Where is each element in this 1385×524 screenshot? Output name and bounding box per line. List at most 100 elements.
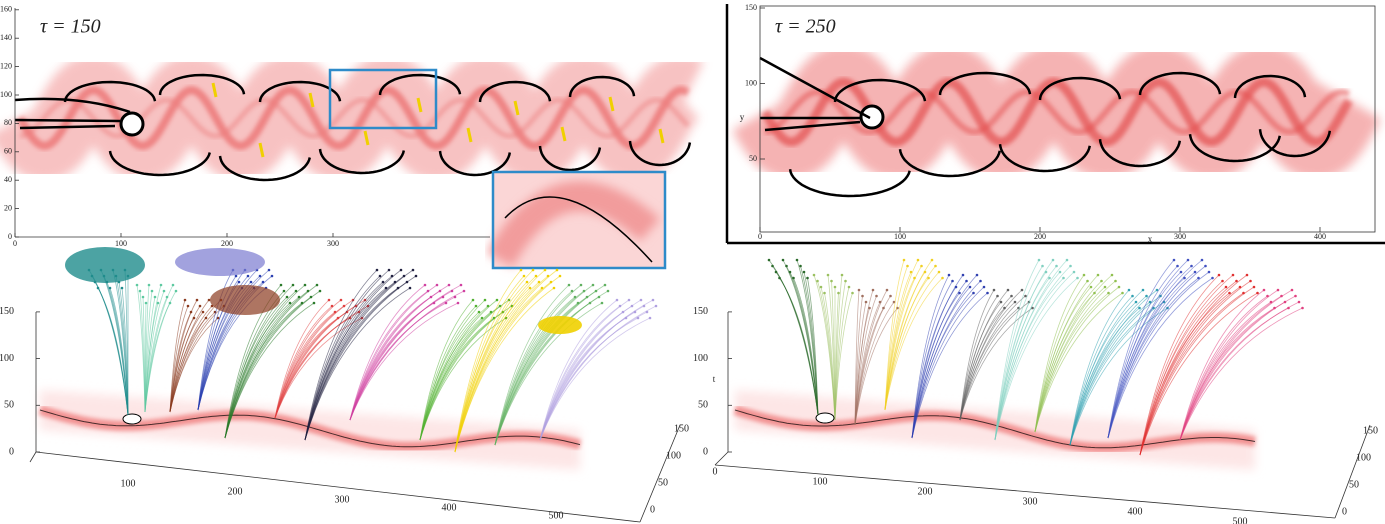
pathline-end bbox=[941, 277, 944, 280]
z-tick-label: 150 bbox=[0, 306, 14, 317]
figure: τ = 150 τ = 250 x y t 010020030002040608… bbox=[0, 0, 1385, 524]
y-tick-label: 40 bbox=[4, 175, 12, 184]
pathline-end bbox=[1038, 259, 1041, 262]
x-tick-label: 300 bbox=[1174, 232, 1186, 241]
pathline-end bbox=[1086, 280, 1089, 283]
pathline bbox=[783, 260, 818, 415]
pathline-end bbox=[556, 269, 559, 272]
pathline-end bbox=[139, 290, 142, 293]
pathline-end bbox=[917, 259, 920, 262]
x-tick-label: 500 bbox=[1233, 516, 1248, 524]
pathline-end bbox=[806, 277, 809, 280]
pathline-end bbox=[1294, 295, 1297, 298]
particle-cloud bbox=[538, 316, 582, 334]
pathline-end bbox=[1208, 271, 1211, 274]
pathline-end bbox=[184, 299, 187, 302]
pathline-end bbox=[607, 290, 610, 293]
pathline-end bbox=[816, 280, 819, 283]
y-tick-label: 0 bbox=[8, 232, 12, 241]
pathline-end bbox=[142, 296, 145, 299]
y-tick-label: 50 bbox=[658, 477, 668, 488]
pathline-end bbox=[520, 269, 523, 272]
pathline-end bbox=[962, 274, 965, 277]
pathline bbox=[960, 308, 1033, 420]
pathline-end bbox=[604, 284, 607, 287]
pathline-end bbox=[778, 277, 781, 280]
pathline-end bbox=[796, 259, 799, 262]
y-tick-label: 150 bbox=[745, 3, 757, 12]
pathline-end bbox=[1121, 292, 1124, 295]
pathline-end bbox=[1131, 295, 1134, 298]
pathline-end bbox=[532, 269, 535, 272]
pathline-end bbox=[313, 302, 316, 305]
pathline-end bbox=[655, 305, 658, 308]
pathline-end bbox=[1024, 295, 1027, 298]
pathline-end bbox=[1298, 301, 1301, 304]
pathline-end bbox=[271, 275, 274, 278]
pathline-end bbox=[1021, 289, 1024, 292]
pathline-end bbox=[903, 259, 906, 262]
pathline-end bbox=[463, 290, 466, 293]
pathline-end bbox=[938, 271, 941, 274]
x-tick-label: 0 bbox=[13, 239, 17, 248]
pathline-end bbox=[799, 265, 802, 268]
pathline-end bbox=[851, 292, 854, 295]
pathline-end bbox=[934, 265, 937, 268]
x-tick-label: 400 bbox=[442, 502, 457, 513]
pathline-end bbox=[993, 289, 996, 292]
pathline-end bbox=[1062, 277, 1065, 280]
pathline-end bbox=[544, 269, 547, 272]
pathline-end bbox=[789, 271, 792, 274]
pathline-end bbox=[1145, 295, 1148, 298]
y-tick-label: 160 bbox=[0, 5, 12, 14]
pathline-end bbox=[1000, 301, 1003, 304]
pathline-end bbox=[388, 269, 391, 272]
pathline-end bbox=[875, 295, 878, 298]
pathline-end bbox=[886, 289, 889, 292]
pathline-end bbox=[376, 269, 379, 272]
pathline-end bbox=[1076, 277, 1079, 280]
x-tick-label: 100 bbox=[894, 232, 906, 241]
pathline-end bbox=[472, 299, 475, 302]
cylinder bbox=[121, 113, 143, 135]
pathline-end bbox=[526, 281, 529, 284]
y-tick-label: 120 bbox=[0, 61, 12, 70]
pathline-end bbox=[1014, 301, 1017, 304]
pathline-end bbox=[187, 305, 190, 308]
pathline-end bbox=[145, 302, 148, 305]
y-tick-label: 60 bbox=[4, 147, 12, 156]
pathline-end bbox=[568, 284, 571, 287]
pathline-end bbox=[649, 317, 652, 320]
pathline-end bbox=[292, 284, 295, 287]
pathline-end bbox=[160, 284, 163, 287]
pathline-end bbox=[768, 259, 771, 262]
y-tick-label: 20 bbox=[4, 203, 12, 212]
pathline-end bbox=[771, 265, 774, 268]
pathline-end bbox=[979, 280, 982, 283]
pathline-end bbox=[448, 284, 451, 287]
pathline-end bbox=[1118, 286, 1121, 289]
pathline bbox=[495, 291, 584, 445]
pathline-end bbox=[601, 302, 604, 305]
pathline-end bbox=[1111, 274, 1114, 277]
pathline-end bbox=[986, 292, 989, 295]
x-tick-label: 300 bbox=[1023, 496, 1038, 507]
x-tick-label: 200 bbox=[221, 239, 233, 248]
pathline-end bbox=[1194, 271, 1197, 274]
y-tick-label: 100 bbox=[745, 78, 757, 87]
pathline bbox=[275, 312, 347, 418]
pathline-end bbox=[775, 271, 778, 274]
y-tick-label: 150 bbox=[674, 423, 689, 434]
pathline-end bbox=[436, 284, 439, 287]
pathline-end bbox=[1249, 280, 1252, 283]
z-tick-label: 50 bbox=[698, 400, 708, 411]
pathline-end bbox=[1107, 292, 1110, 295]
pathline-end bbox=[976, 274, 979, 277]
pathline-end bbox=[475, 305, 478, 308]
y-tick-label: 150 bbox=[1363, 425, 1378, 436]
pathline-end bbox=[803, 271, 806, 274]
z-tick-label: 0 bbox=[9, 446, 14, 457]
x-tick-label: 100 bbox=[813, 476, 828, 487]
pathline-end bbox=[1187, 259, 1190, 262]
pathline bbox=[145, 285, 173, 412]
